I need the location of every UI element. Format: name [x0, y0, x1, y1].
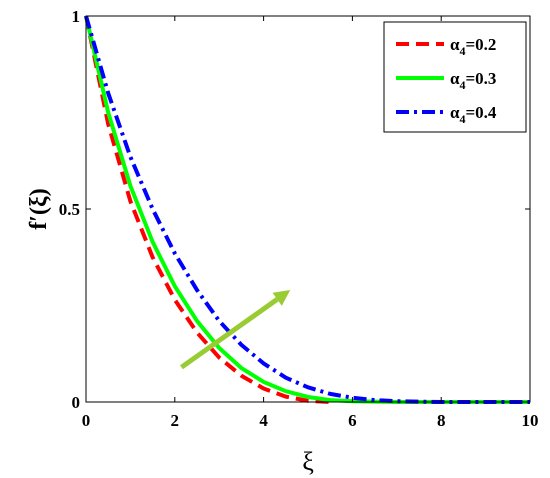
legend-label-1: α4=0.2 [450, 35, 496, 58]
x-tick-label: 8 [437, 411, 446, 430]
y-axis-label: f′(ξ) [26, 188, 52, 229]
x-axis-label: ξ [302, 447, 314, 476]
x-tick-label: 0 [82, 411, 91, 430]
series-line-3 [84, 15, 530, 404]
x-tick-label: 4 [259, 411, 268, 430]
x-tick-label: 6 [348, 411, 357, 430]
legend: α4=0.2 α4=0.3 α4=0.4 [383, 21, 527, 133]
legend-label-3: α4=0.4 [450, 103, 497, 126]
y-tick-label: 0.5 [59, 200, 80, 219]
trend-arrow-head [272, 290, 291, 306]
annotation-layer [180, 290, 291, 370]
legend-label-2: α4=0.3 [450, 69, 496, 92]
trend-arrow-shaft [180, 297, 279, 370]
tick-layer: 0 2 4 6 8 10 0 0.5 1 [59, 7, 539, 430]
y-tick-label: 1 [72, 7, 81, 26]
x-tick-label: 10 [522, 411, 539, 430]
x-tick-label: 2 [171, 411, 180, 430]
y-tick-label: 0 [72, 393, 81, 412]
